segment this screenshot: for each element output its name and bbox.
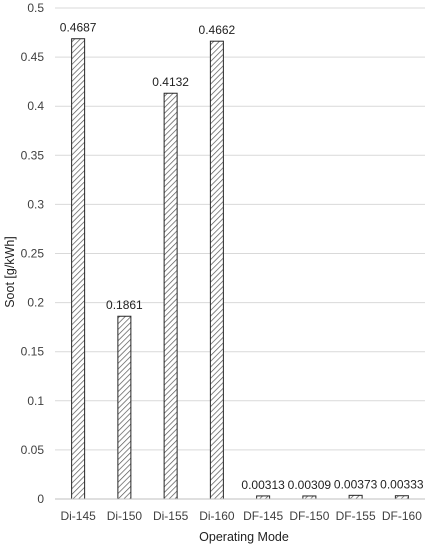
bar-di-150 (117, 315, 132, 500)
data-label: 0.4687 (60, 21, 97, 35)
x-tick-label: Di-160 (199, 509, 235, 523)
bar-di-155 (163, 92, 178, 500)
y-axis-ticks: 0 0.05 0.1 0.15 0.2 0.25 0.3 0.35 0.4 0.45 0.5 (21, 1, 45, 506)
data-label: 0.00373 (334, 477, 378, 491)
y-tick-label: 0.1 (27, 394, 44, 408)
y-tick-label: 0.45 (21, 50, 45, 64)
y-tick-label: 0.35 (21, 148, 45, 162)
y-tick-label: 0 (37, 492, 44, 506)
y-tick-label: 0.2 (27, 296, 44, 310)
y-tick-label: 0.3 (27, 197, 44, 211)
bar-df-155 (348, 494, 363, 500)
data-label: 0.00309 (288, 478, 332, 492)
x-axis-ticks: Di-145 Di-150 Di-155 Di-160 DF-145 DF-150 DF-1… (60, 509, 422, 523)
y-tick-label: 0.5 (27, 1, 44, 15)
x-tick-label: DF-160 (382, 509, 422, 523)
data-label: 0.4662 (199, 23, 236, 37)
data-label: 0.00313 (241, 478, 285, 492)
data-label: 0.4132 (152, 75, 189, 89)
x-tick-label: Di-155 (153, 509, 189, 523)
gridlines (55, 7, 425, 451)
x-tick-label: DF-155 (336, 509, 376, 523)
bar-di-160 (209, 40, 224, 500)
bars (71, 38, 409, 500)
x-tick-label: Di-145 (60, 509, 96, 523)
x-tick-label: Di-150 (107, 509, 143, 523)
data-label: 0.1861 (106, 298, 143, 312)
y-tick-label: 0.4 (27, 99, 44, 113)
data-label: 0.00333 (380, 478, 424, 492)
y-axis-title: Soot [g/kWh] (3, 236, 17, 308)
x-tick-label: DF-150 (289, 509, 329, 523)
x-axis-title: Operating Mode (199, 530, 289, 544)
y-tick-label: 0.05 (21, 443, 45, 457)
y-tick-label: 0.25 (21, 247, 45, 261)
x-tick-label: DF-145 (243, 509, 283, 523)
y-tick-label: 0.15 (21, 345, 45, 359)
bar-di-145 (71, 38, 86, 500)
